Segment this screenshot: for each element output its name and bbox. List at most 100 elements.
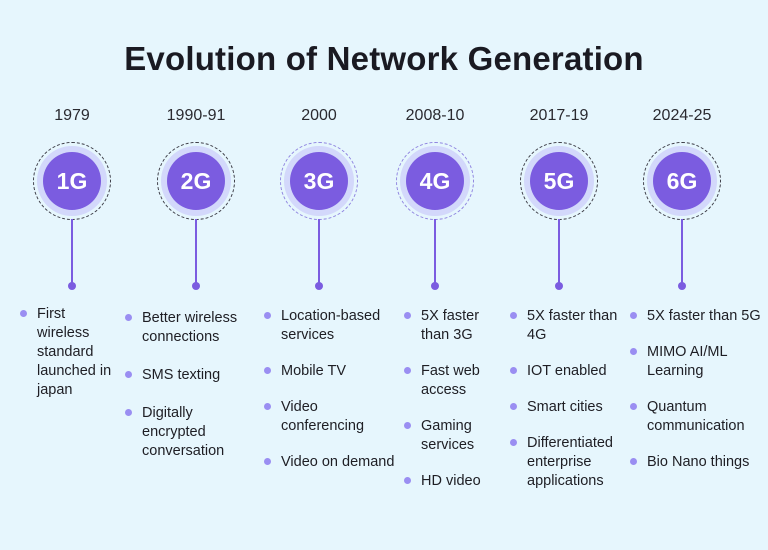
feature-text: Location-based services [281, 308, 381, 343]
bullet-dot [630, 458, 637, 465]
feature-text: HD video [421, 473, 481, 489]
connector-line [318, 219, 320, 285]
generation-ring: 4G [396, 142, 474, 220]
bullet-dot [404, 422, 411, 429]
connector-line [558, 219, 560, 285]
generation-year: 1990-91 [166, 107, 226, 124]
feature-list: Location-based services Mobile TV Video co… [264, 307, 399, 472]
bullet-dot [125, 409, 132, 416]
feature-item: Video conferencing [264, 398, 399, 436]
generation-badge: 5G [530, 152, 588, 210]
generation-ring: 5G [520, 142, 598, 220]
feature-text: SMS texting [142, 367, 221, 383]
feature-text: Quantum communication [647, 399, 745, 434]
connector-dot [678, 282, 686, 290]
feature-item: Location-based services [264, 307, 399, 345]
generation-column-4g: 2008-10 4G [365, 0, 505, 550]
generation-badge: 4G [406, 152, 464, 210]
feature-item: Gaming services [404, 417, 499, 455]
generation-ring: 3G [280, 142, 358, 220]
connector-line [71, 219, 73, 285]
page-title: Evolution of Network Generation [124, 40, 644, 77]
generation-column-2g: 1990-91 2G [126, 0, 266, 550]
connector-dot [68, 282, 76, 290]
bullet-dot [404, 367, 411, 374]
bullet-dot [125, 314, 132, 321]
connector-dot [431, 282, 439, 290]
feature-text: Video on demand [281, 454, 395, 470]
bullet-dot [510, 439, 517, 446]
generation-year: 2008-10 [405, 107, 465, 124]
feature-text: 5X faster than 5G [647, 308, 761, 324]
feature-item: Bio Nano things [630, 453, 762, 472]
generation-badge: 3G [290, 152, 348, 210]
bullet-dot [264, 403, 271, 410]
feature-item: Fast web access [404, 362, 499, 400]
bullet-dot [125, 371, 132, 378]
bullet-dot [510, 367, 517, 374]
bullet-dot [630, 312, 637, 319]
feature-text: MIMO AI/ML Learning [647, 344, 728, 379]
generation-badge: 6G [653, 152, 711, 210]
generation-column-3g: 2000 3G [249, 0, 389, 550]
feature-text: Differentiated enterprise applications [527, 435, 613, 489]
generation-year: 2017-19 [529, 107, 589, 124]
bullet-dot [264, 312, 271, 319]
generation-badge: 1G [43, 152, 101, 210]
connector-dot [315, 282, 323, 290]
connector-dot [555, 282, 563, 290]
bullet-dot [510, 312, 517, 319]
generation-ring: 1G [33, 142, 111, 220]
generation-ring: 6G [643, 142, 721, 220]
feature-text: Gaming services [421, 418, 475, 453]
bullet-dot [630, 348, 637, 355]
feature-list: 5X faster than 5G MIMO AI/ML Learning Quan… [630, 307, 762, 472]
bullet-dot [630, 403, 637, 410]
feature-text: 5X faster than 3G [421, 308, 480, 343]
feature-text: First wireless standard launched in japa… [37, 306, 112, 398]
feature-text: Video conferencing [281, 399, 365, 434]
feature-item: IOT enabled [510, 362, 622, 381]
generation-year: 1979 [54, 107, 90, 124]
feature-list: 5X faster than 3G Fast web access Gaming s… [404, 307, 499, 491]
connector-line [681, 219, 683, 285]
feature-list: First wireless standard launched in japa… [20, 305, 118, 400]
bullet-dot [404, 312, 411, 319]
feature-item: Mobile TV [264, 362, 399, 381]
feature-item: 5X faster than 3G [404, 307, 499, 345]
connector-line [195, 219, 197, 285]
feature-item: HD video [404, 472, 499, 491]
feature-item: 5X faster than 4G [510, 307, 622, 345]
feature-text: Bio Nano things [647, 454, 750, 470]
feature-item: Smart cities [510, 398, 622, 417]
feature-text: Better wireless connections [142, 310, 238, 345]
generation-year: 2024-25 [652, 107, 712, 124]
bullet-dot [20, 310, 27, 317]
feature-item: Differentiated enterprise applications [510, 434, 622, 491]
bullet-dot [264, 367, 271, 374]
generation-year: 2000 [301, 107, 337, 124]
generation-badge: 2G [167, 152, 225, 210]
bullet-dot [510, 403, 517, 410]
feature-item: Video on demand [264, 453, 399, 472]
feature-item: Quantum communication [630, 398, 762, 436]
feature-list: Better wireless connections SMS texting Di… [125, 309, 255, 461]
feature-item: Digitally encrypted conversation [125, 404, 255, 461]
feature-text: Fast web access [421, 363, 480, 398]
connector-dot [192, 282, 200, 290]
bullet-dot [264, 458, 271, 465]
feature-text: IOT enabled [527, 363, 607, 379]
feature-text: Digitally encrypted conversation [142, 405, 225, 459]
bullet-dot [404, 477, 411, 484]
feature-item: First wireless standard launched in japa… [20, 305, 118, 400]
generation-column-6g: 2024-25 6G [612, 0, 752, 550]
feature-item: MIMO AI/ML Learning [630, 343, 762, 381]
feature-text: Mobile TV [281, 363, 347, 379]
feature-item: Better wireless connections [125, 309, 255, 347]
feature-text: 5X faster than 4G [527, 308, 618, 343]
connector-line [434, 219, 436, 285]
generation-ring: 2G [157, 142, 235, 220]
feature-list: 5X faster than 4G IOT enabled Smart cities… [510, 307, 622, 491]
feature-text: Smart cities [527, 399, 603, 415]
feature-item: SMS texting [125, 366, 255, 385]
